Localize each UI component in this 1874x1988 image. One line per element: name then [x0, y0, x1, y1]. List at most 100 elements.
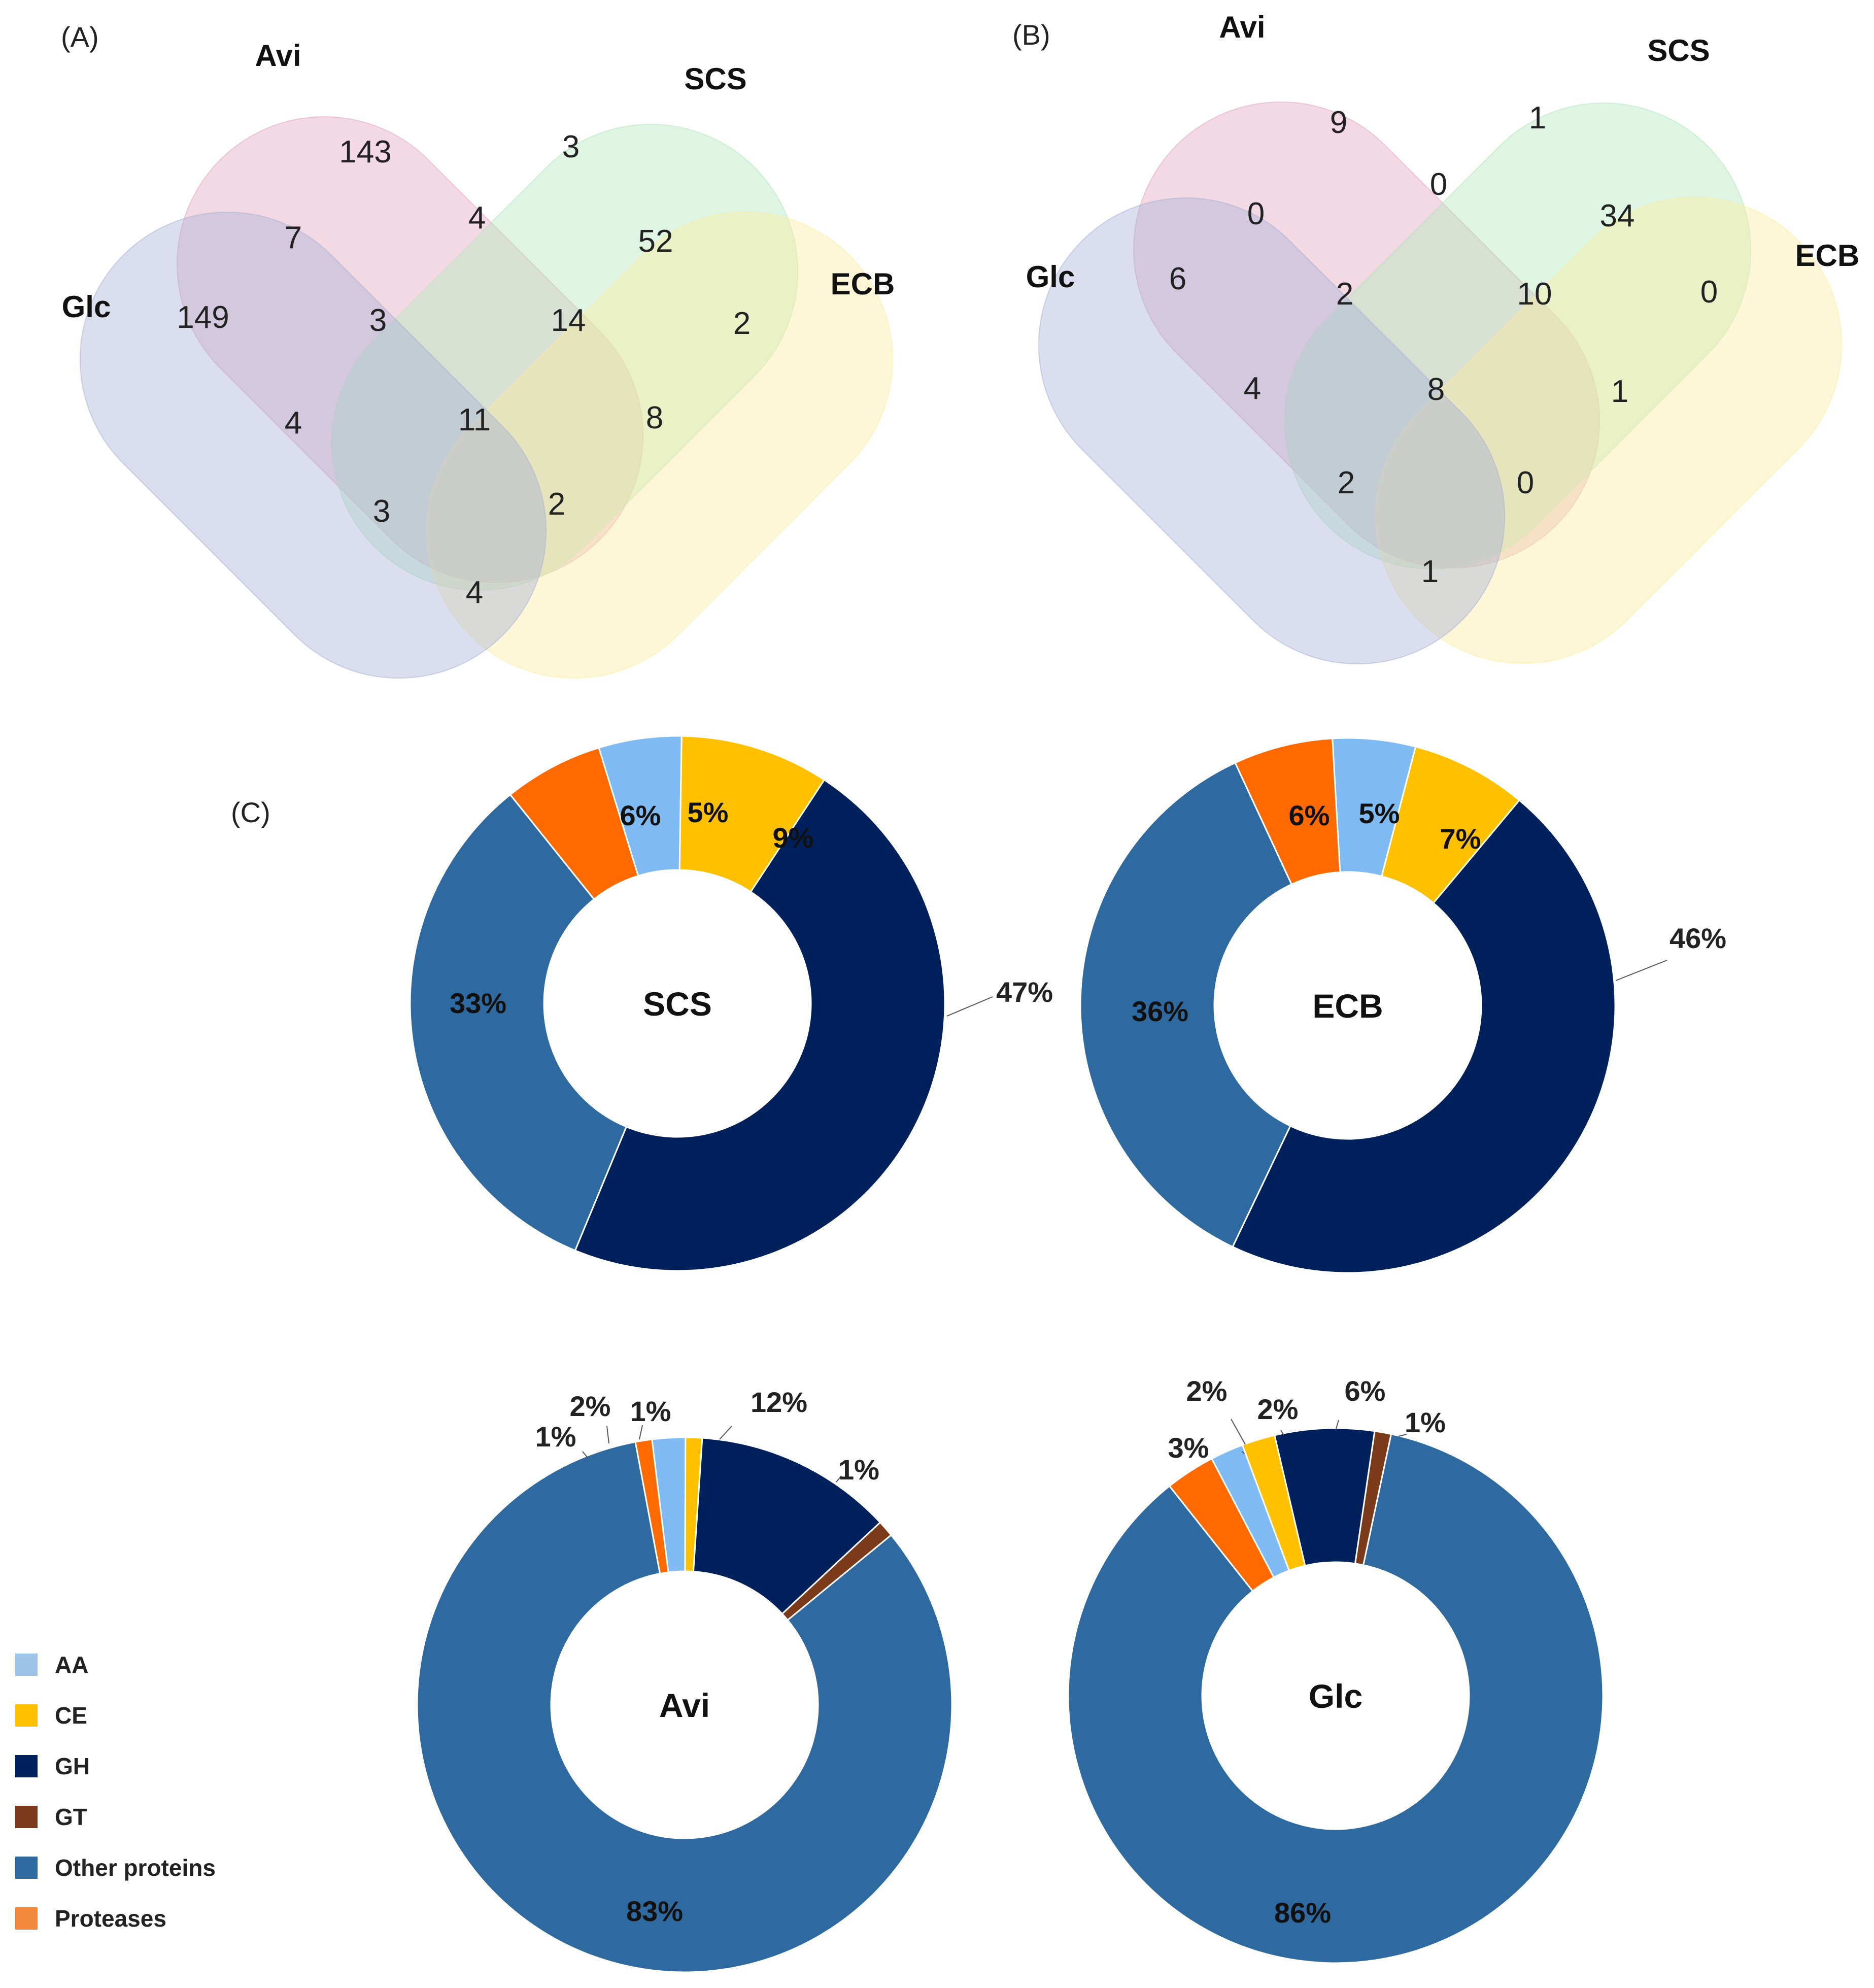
venn-set-glc — [79, 211, 547, 679]
slice-label-aa: 5% — [688, 796, 729, 828]
leader-line-aa — [606, 1426, 609, 1444]
slice-label-aa: 5% — [1359, 797, 1400, 829]
legend-swatch-gt — [15, 1806, 38, 1828]
leader-line-ce — [1280, 1430, 1284, 1436]
slice-label-other-proteins: 86% — [1274, 1897, 1331, 1929]
donut-slice-other-proteins — [416, 1441, 953, 1973]
legend-swatch-aa — [15, 1654, 38, 1676]
venn-region-avi-scs-ecb-glc: 11 — [458, 402, 491, 437]
leader-line-gt — [836, 1475, 842, 1482]
panel-label-b: (B) — [1012, 19, 1050, 51]
legend: AA CE GH GT Other proteins Proteases — [15, 1652, 216, 1932]
donut-slice-other-proteins — [1079, 761, 1293, 1248]
venn-set-scs — [331, 123, 799, 591]
legend-label-proteases: Proteases — [55, 1905, 166, 1932]
venn-diagram-a: Avi SCS ECB Glc 143 3 2 149 7 4 52 3 14 4 11 8 3 2 4 — [62, 39, 895, 679]
venn-region-avi-scs-glc: 2 — [1336, 277, 1353, 312]
slice-label-gh: 47% — [996, 976, 1053, 1008]
venn-set-label-avi: Avi — [1219, 10, 1265, 44]
slice-label-proteases: 3% — [1168, 1432, 1209, 1464]
leader-line-aa — [1231, 1419, 1246, 1445]
donut-slice-ce — [678, 735, 826, 893]
venn-region-ecb: 0 — [1700, 275, 1718, 310]
legend-swatch-proteases — [15, 1907, 38, 1930]
donut-slice-other-proteins — [409, 793, 628, 1252]
slice-label-other-proteins: 33% — [450, 987, 506, 1019]
donut-chart-glc: 1% 86% 3% 2% 2% 6% Glc — [1067, 1375, 1604, 1964]
venn-region-avi-scs: 0 — [1430, 167, 1447, 202]
venn-region-ecb-glc: 4 — [466, 575, 483, 610]
venn-set-scs — [1284, 102, 1752, 570]
venn-set-label-avi: Avi — [255, 39, 301, 73]
donut-slice-gh — [574, 779, 946, 1272]
venn-region-avi-ecb: 1 — [1611, 374, 1628, 409]
donut-center-label: Avi — [659, 1687, 710, 1724]
venn-region-scs-ecb-glc: 2 — [1338, 465, 1355, 500]
slice-label-proteases: 1% — [535, 1421, 576, 1453]
venn-region-avi: 9 — [1330, 105, 1347, 140]
slice-label-aa: 2% — [1186, 1375, 1228, 1407]
leader-line-proteases — [582, 1451, 588, 1458]
panel-label-a: (A) — [61, 21, 99, 53]
venn-region-glc: 6 — [1169, 261, 1186, 296]
slice-label-gh: 46% — [1669, 922, 1726, 954]
venn-set-avi — [176, 116, 644, 584]
leader-line-gt — [1398, 1434, 1407, 1437]
legend-swatch-other-proteins — [15, 1857, 38, 1879]
venn-region-avi-scs: 4 — [468, 200, 486, 235]
venn-region-scs: 1 — [1529, 100, 1546, 136]
donut-chart-avi: 1%83%1%2% 1% 12%Avi — [416, 1386, 953, 1973]
venn-set-label-glc: Glc — [1026, 260, 1075, 294]
venn-region-avi-scs-glc: 3 — [369, 303, 387, 338]
donut-center-label: ECB — [1312, 987, 1383, 1025]
venn-region-scs-glc: 4 — [1244, 371, 1261, 406]
slice-label-ce: 7% — [1440, 823, 1481, 855]
slice-label-ce: 2% — [1257, 1393, 1299, 1425]
venn-set-label-scs: SCS — [684, 62, 746, 96]
venn-region-ecb-glc: 1 — [1421, 554, 1439, 589]
slice-label-gh: 6% — [1345, 1375, 1386, 1407]
slice-label-gt: 1% — [838, 1454, 879, 1486]
venn-set-ecb — [1375, 196, 1843, 664]
slice-label-other-proteins: 36% — [1132, 995, 1188, 1027]
venn-region-avi-scs-ecb: 14 — [551, 303, 586, 338]
donut-slice-gh — [1273, 1427, 1376, 1567]
venn-region-avi-ecb-glc: 0 — [1517, 465, 1534, 500]
donut-center-label: Glc — [1309, 1677, 1362, 1715]
venn-set-label-ecb: ECB — [1795, 239, 1860, 273]
slice-label-gh: 12% — [751, 1386, 807, 1418]
donut-chart-ecb: 46% 36% 6% 5% 7% ECB — [1079, 737, 1726, 1274]
venn-set-label-scs: SCS — [1647, 33, 1710, 68]
venn-set-glc — [1038, 197, 1506, 665]
leader-line-proteases — [1242, 1451, 1245, 1454]
venn-set-avi — [1133, 101, 1600, 569]
donut-chart-scs: 47% 33% 6% 5% 9% SCS — [409, 735, 1053, 1272]
donut-slice-other-proteins — [1067, 1433, 1604, 1964]
slice-label-gt: 1% — [1405, 1406, 1446, 1438]
leader-line-gh — [1615, 960, 1667, 981]
venn-region-avi: 143 — [339, 134, 391, 170]
leader-line-gh — [1335, 1420, 1339, 1431]
donut-slice-gh — [1232, 799, 1616, 1274]
venn-region-scs-ecb: 52 — [638, 224, 673, 259]
legend-label-gh: GH — [55, 1753, 90, 1779]
slice-label-ce: 1% — [630, 1395, 671, 1427]
venn-region-ecb: 2 — [733, 306, 751, 341]
slice-label-ce: 9% — [773, 822, 814, 854]
venn-region-avi-glc: 0 — [1247, 196, 1265, 231]
legend-swatch-gh — [15, 1755, 38, 1777]
venn-region-scs-ecb-glc: 3 — [373, 494, 390, 529]
donut-center-label: SCS — [643, 985, 712, 1023]
leader-line-ce — [639, 1425, 643, 1440]
legend-label-gt: GT — [55, 1804, 87, 1830]
leader-line-gh — [946, 996, 993, 1017]
venn-region-avi-ecb: 8 — [646, 400, 663, 435]
venn-set-label-ecb: ECB — [831, 267, 895, 301]
venn-region-avi-scs-ecb-glc: 8 — [1427, 372, 1445, 407]
venn-region-scs: 3 — [562, 129, 580, 164]
donut-slice-gh — [692, 1437, 881, 1615]
legend-swatch-ce — [15, 1704, 38, 1727]
venn-region-avi-glc: 7 — [285, 220, 302, 255]
slice-label-proteases: 6% — [620, 799, 661, 831]
